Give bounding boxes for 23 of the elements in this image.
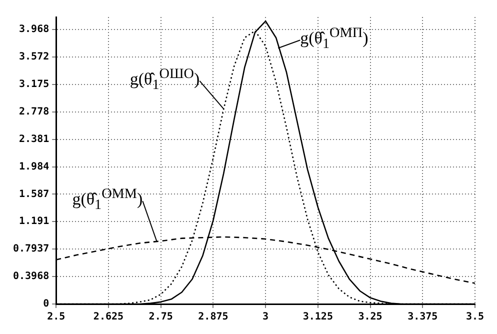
y-tick-label: 1.191 xyxy=(19,216,50,228)
y-tick-label: 2.778 xyxy=(19,106,50,118)
annotation: g(θ̂$_{1}$$^{ОМП}$) xyxy=(300,24,368,54)
y-tick-label: 0.3968 xyxy=(13,271,50,282)
x-tick-label: 3.375 xyxy=(408,312,438,323)
x-tick-label: 2.625 xyxy=(93,312,124,323)
x-tick-label: 2.875 xyxy=(198,312,228,323)
y-tick-label: 1.587 xyxy=(19,188,50,200)
annotation: g(θ̂$_{1}$$^{ОММ}$) xyxy=(72,185,143,216)
y-tick-label: 3.968 xyxy=(19,24,50,36)
x-tick-label: 3.5 xyxy=(466,312,484,323)
y-tick-label: 0.7937 xyxy=(13,244,50,255)
annotation: g(θ̂$_{1}$$^{ОШО}$) xyxy=(130,64,200,96)
x-tick-label: 3 xyxy=(262,312,269,323)
y-tick-label: 1.984 xyxy=(19,161,50,172)
x-tick-label: 2.75 xyxy=(148,312,173,323)
x-tick-label: 2.5 xyxy=(47,312,66,323)
y-tick-label: 3.572 xyxy=(19,52,50,63)
y-tick-label: 0 xyxy=(43,298,50,310)
x-tick-label: 3.25 xyxy=(358,312,382,323)
y-tick-label: 2.381 xyxy=(19,134,50,145)
x-tick-label: 3.125 xyxy=(302,312,333,323)
y-tick-label: 3.175 xyxy=(19,79,50,90)
